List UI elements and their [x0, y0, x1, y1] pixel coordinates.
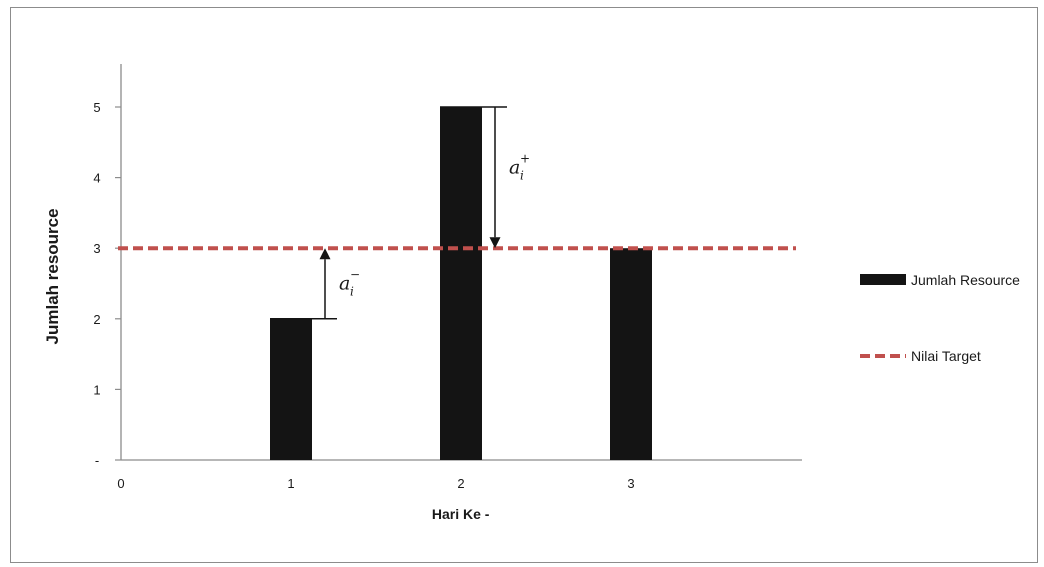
legend-swatch-bar: [860, 274, 906, 285]
annotations: a −ia +i: [270, 106, 530, 320]
legend-label-line: Nilai Target: [911, 348, 981, 364]
y-tick-label: 4: [93, 171, 100, 186]
bar: [610, 248, 652, 460]
annotation-sub: i: [350, 285, 354, 299]
y-tick-label: 2: [93, 312, 100, 327]
y-tick-label: 1: [93, 382, 100, 397]
bar: [270, 318, 312, 460]
bar: [440, 107, 482, 460]
annotation-label: a: [339, 273, 350, 295]
y-tick-label: 5: [93, 100, 100, 115]
legend-label-bar: Jumlah Resource: [911, 272, 1020, 288]
x-tick-label: 2: [457, 476, 464, 491]
annotation-sup: +: [520, 152, 530, 166]
annotation-sup: −: [350, 268, 360, 282]
chart-frame: -1 2 3 4 5 0 1 2 3 Hari Ke - Jumlah resource a − i a +…: [10, 7, 1038, 563]
y-axis-title: Jumlah resource: [43, 208, 62, 344]
y-tick-label: -: [95, 453, 99, 468]
annotation-arrowhead: [319, 248, 331, 260]
x-axis-title: Hari Ke -: [432, 506, 490, 522]
axes: - 1 2 3 4 5 0 1 2 3 Hari Ke - Jumlah resource: [43, 64, 802, 522]
x-tick-label: 1: [287, 476, 294, 491]
x-tick-label: 3: [627, 476, 634, 491]
bars: [270, 107, 652, 460]
annotation-label: a: [509, 157, 520, 179]
x-tick-label: 0: [117, 476, 124, 491]
y-tick-label: 3: [93, 241, 100, 256]
annotation-sub: i: [520, 169, 524, 183]
annotation-arrowhead: [489, 237, 501, 249]
legend: Jumlah Resource Nilai Target: [860, 272, 1020, 364]
